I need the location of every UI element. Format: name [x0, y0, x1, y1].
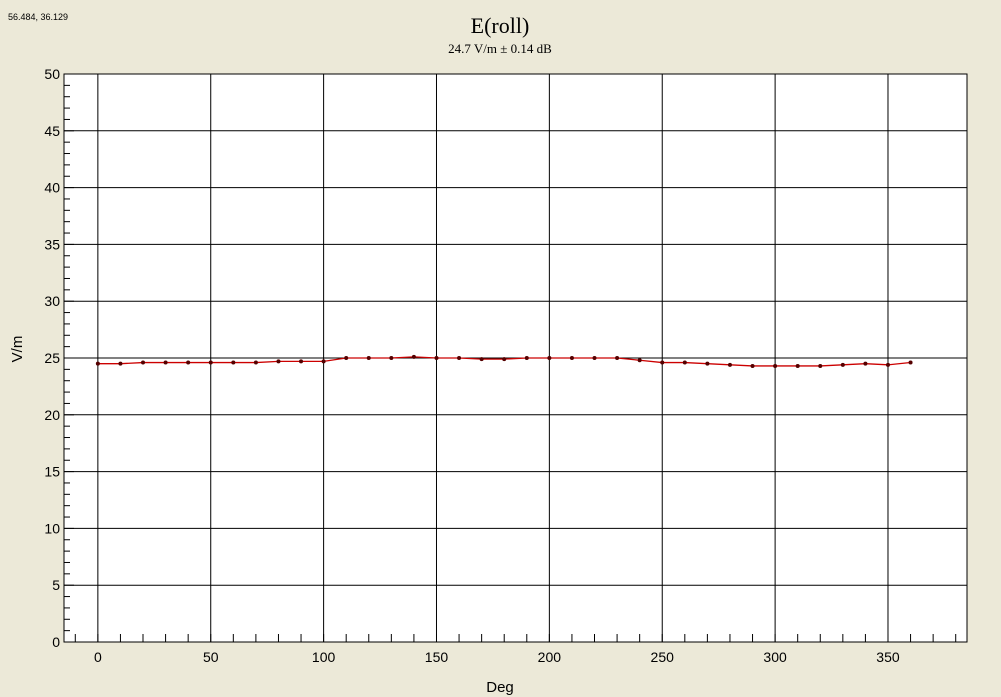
data-point[interactable]	[231, 360, 236, 365]
data-point[interactable]	[253, 360, 258, 365]
cursor-readout: 56.484, 36.129	[8, 12, 68, 22]
data-point[interactable]	[818, 363, 823, 368]
data-point[interactable]	[637, 358, 642, 363]
x-tick-label: 350	[876, 649, 900, 665]
y-tick-label: 45	[44, 123, 60, 139]
y-tick-labels: 0 5 10 15 20 25 30 35 40 45 50	[44, 66, 60, 650]
data-point[interactable]	[615, 356, 620, 360]
data-point[interactable]	[885, 362, 890, 367]
data-point[interactable]	[321, 359, 326, 364]
y-tick-label: 50	[44, 66, 60, 82]
data-point[interactable]	[773, 363, 778, 368]
chart-title: E(roll)	[471, 13, 530, 38]
data-point[interactable]	[705, 361, 710, 366]
minor-ticks	[64, 73, 957, 643]
data-point[interactable]	[163, 360, 168, 365]
y-tick-label: 20	[44, 407, 60, 423]
data-point[interactable]	[276, 359, 281, 364]
data-point[interactable]	[592, 356, 597, 360]
data-point[interactable]	[95, 361, 100, 366]
y-tick-label: 15	[44, 464, 60, 480]
data-point[interactable]	[141, 360, 146, 365]
y-tick-label: 5	[52, 577, 60, 593]
y-tick-label: 25	[44, 350, 60, 366]
y-tick-label: 40	[44, 180, 60, 196]
data-point[interactable]	[457, 356, 462, 360]
x-tick-label: 200	[538, 649, 562, 665]
data-point[interactable]	[186, 360, 191, 365]
x-tick-label: 250	[651, 649, 675, 665]
y-tick-label: 35	[44, 236, 60, 252]
data-point[interactable]	[908, 360, 913, 365]
x-tick-label: 100	[312, 649, 336, 665]
data-point[interactable]	[750, 363, 755, 368]
chart-subtitle: 24.7 V/m ± 0.14 dB	[448, 41, 552, 56]
y-tick-label: 10	[44, 520, 60, 536]
data-point[interactable]	[795, 363, 800, 368]
data-point[interactable]	[118, 361, 123, 366]
data-point[interactable]	[434, 356, 439, 360]
x-tick-label: 0	[94, 649, 102, 665]
x-tick-label: 50	[203, 649, 219, 665]
x-tick-label: 150	[425, 649, 449, 665]
y-tick-label: 0	[52, 634, 60, 650]
data-point[interactable]	[569, 356, 574, 360]
x-tick-label: 300	[763, 649, 787, 665]
data-point[interactable]	[366, 356, 371, 360]
data-point[interactable]	[524, 356, 529, 360]
x-tick-labels: 0 50 100 150 200 250 300 350	[94, 649, 900, 665]
data-point[interactable]	[727, 362, 732, 367]
data-point[interactable]	[344, 356, 349, 360]
data-point[interactable]	[389, 356, 394, 360]
series-layer	[95, 354, 913, 368]
data-point[interactable]	[660, 360, 665, 365]
data-point[interactable]	[863, 361, 868, 366]
y-axis-label: V/m	[9, 336, 26, 363]
y-tick-label: 30	[44, 293, 60, 309]
data-point[interactable]	[547, 356, 552, 360]
data-point[interactable]	[208, 360, 213, 365]
data-point[interactable]	[682, 360, 687, 365]
data-point[interactable]	[502, 357, 507, 362]
data-point[interactable]	[479, 357, 484, 362]
grid	[64, 73, 967, 643]
data-point[interactable]	[840, 362, 845, 367]
data-point[interactable]	[299, 359, 304, 364]
data-point[interactable]	[411, 354, 416, 359]
x-axis-label: Deg	[486, 679, 514, 696]
